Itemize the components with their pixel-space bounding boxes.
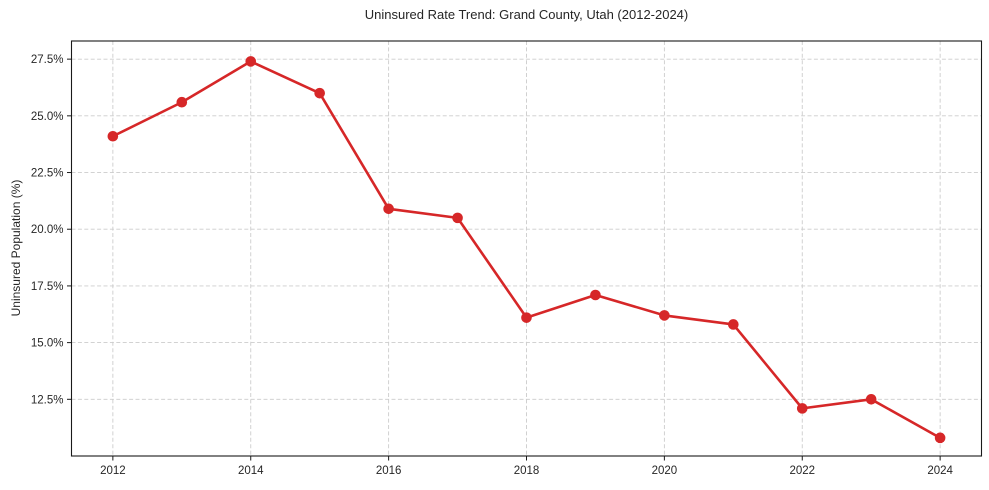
x-tick-label: 2016 bbox=[376, 465, 402, 477]
x-tick-label: 2014 bbox=[238, 465, 264, 477]
y-tick-label: 17.5% bbox=[31, 281, 64, 293]
data-point-2015 bbox=[314, 87, 325, 99]
x-tick-label: 2018 bbox=[514, 465, 540, 477]
x-tick-label: 2012 bbox=[100, 465, 126, 477]
y-tick-label: 22.5% bbox=[31, 168, 64, 180]
data-point-2021 bbox=[728, 319, 739, 330]
x-tick-label: 2022 bbox=[789, 465, 815, 477]
data-point-2019 bbox=[590, 289, 601, 301]
data-point-2023 bbox=[865, 394, 877, 405]
data-point-2022 bbox=[796, 403, 808, 414]
y-tick-label: 27.5% bbox=[31, 54, 64, 66]
data-point-2016 bbox=[383, 203, 394, 215]
data-point-2018 bbox=[521, 312, 532, 323]
x-tick-label: 2020 bbox=[652, 465, 678, 477]
data-point-2014 bbox=[245, 56, 257, 67]
y-tick-label: 25.0% bbox=[31, 111, 64, 123]
x-tick-label: 2024 bbox=[927, 465, 953, 477]
chart-title: Uninsured Rate Trend: Grand County, Utah… bbox=[364, 7, 689, 22]
data-point-2013 bbox=[176, 96, 188, 108]
y-tick-label: 20.0% bbox=[31, 224, 64, 236]
data-point-2020 bbox=[659, 310, 670, 321]
data-point-2017 bbox=[452, 212, 463, 224]
data-point-2024 bbox=[934, 432, 946, 444]
y-tick-label: 12.5% bbox=[31, 394, 64, 406]
y-tick-label: 15.0% bbox=[31, 338, 64, 350]
data-point-2012 bbox=[107, 130, 119, 142]
